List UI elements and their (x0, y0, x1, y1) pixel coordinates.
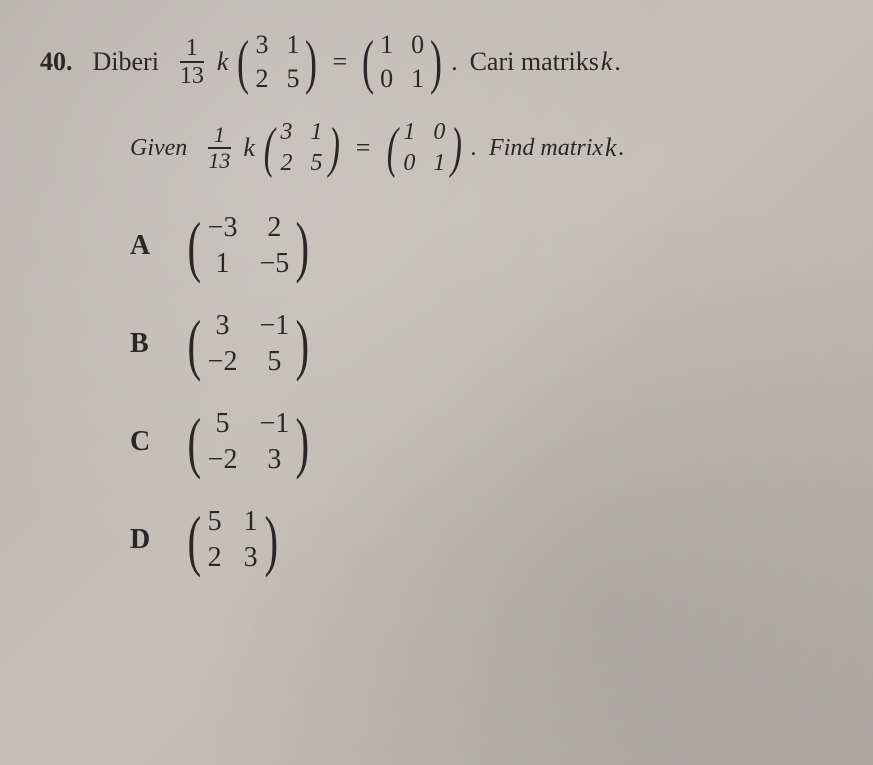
paren-right-icon: ) (296, 317, 310, 371)
cell: −5 (259, 248, 289, 280)
cell: 1 (311, 119, 323, 146)
fraction-2: 1 13 (202, 123, 236, 173)
period: . (451, 47, 458, 77)
cell: 2 (255, 64, 268, 94)
option-label-c: C (130, 426, 180, 458)
cell: 0 (433, 119, 445, 146)
cell: 3 (259, 444, 289, 476)
cell: −2 (208, 346, 238, 378)
cell: 3 (208, 310, 238, 342)
fraction-denominator: 13 (202, 149, 236, 173)
cell: 0 (403, 150, 415, 177)
fraction-denominator: 13 (174, 63, 210, 89)
cell: 1 (244, 506, 258, 538)
option-label-d: D (130, 524, 180, 556)
cell: 2 (281, 150, 293, 177)
matrix-body: 1 0 0 1 (401, 119, 447, 177)
matrix-a-line1: ( 3 1 2 5 ) (233, 30, 321, 94)
cell: 5 (286, 64, 299, 94)
matrix-body: −3 2 1 −5 (206, 212, 292, 280)
matrix-body: 5 1 2 3 (206, 506, 260, 574)
cell: 1 (208, 248, 238, 280)
cell: −1 (259, 408, 289, 440)
option-a: A ( −3 2 1 −5 ) (130, 212, 833, 280)
matrix-body: 3 1 2 5 (253, 30, 301, 94)
cell: 1 (403, 119, 415, 146)
option-b-matrix: ( 3 −1 −2 5 ) (183, 310, 314, 378)
paren-right-icon: ) (451, 126, 462, 171)
cell: 0 (411, 30, 424, 60)
cell: 1 (380, 30, 393, 60)
option-a-matrix: ( −3 2 1 −5 ) (183, 212, 314, 280)
cell: 5 (311, 150, 323, 177)
option-b: B ( 3 −1 −2 5 ) (130, 310, 833, 378)
period: . (614, 47, 621, 77)
question-line-english: Given 1 13 k ( 3 1 2 5 ) = ( 1 0 0 1 ) (130, 119, 833, 177)
cell: 3 (281, 119, 293, 146)
period: . (619, 135, 625, 162)
paren-left-icon: ( (386, 126, 397, 171)
paren-right-icon: ) (264, 513, 278, 567)
paren-left-icon: ( (237, 38, 249, 86)
option-c: C ( 5 −1 −2 3 ) (130, 408, 833, 476)
cell: 2 (208, 542, 222, 574)
paren-right-icon: ) (296, 415, 310, 469)
paren-left-icon: ( (188, 415, 202, 469)
matrix-b-line1: ( 1 0 0 1 ) (358, 30, 446, 94)
cell: 1 (286, 30, 299, 60)
paren-right-icon: ) (328, 126, 339, 171)
matrix-a-line2: ( 3 1 2 5 ) (260, 119, 343, 177)
option-d-matrix: ( 5 1 2 3 ) (183, 506, 282, 574)
paren-left-icon: ( (188, 317, 202, 371)
paren-right-icon: ) (305, 38, 317, 86)
variable-k: k (217, 47, 229, 77)
matrix-b-line2: ( 1 0 0 1 ) (383, 119, 466, 177)
paren-left-icon: ( (362, 38, 374, 86)
fraction-numerator: 1 (180, 35, 204, 63)
paren-left-icon: ( (188, 219, 202, 273)
cell: 3 (255, 30, 268, 60)
cell: 2 (259, 212, 289, 244)
equals-sign: = (332, 47, 347, 77)
cell: 3 (244, 542, 258, 574)
option-d: D ( 5 1 2 3 ) (130, 506, 833, 574)
question-line-malay: 40. Diberi 1 13 k ( 3 1 2 5 ) = ( 1 0 0 … (40, 30, 833, 94)
matrix-body: 3 1 2 5 (279, 119, 325, 177)
cell: 5 (259, 346, 289, 378)
paren-right-icon: ) (430, 38, 442, 86)
paren-left-icon: ( (264, 126, 275, 171)
fraction-numerator: 1 (208, 123, 231, 149)
cell: −2 (208, 444, 238, 476)
prefix-malay: Diberi (93, 47, 159, 77)
prefix-english: Given (130, 135, 187, 162)
variable-k-2: k (605, 133, 617, 163)
cell: −1 (259, 310, 289, 342)
options-list: A ( −3 2 1 −5 ) B ( 3 −1 −2 5 (130, 212, 833, 574)
cell: −3 (208, 212, 238, 244)
cell: 5 (208, 408, 238, 440)
paren-left-icon: ( (188, 513, 202, 567)
variable-k-2: k (601, 47, 613, 77)
suffix-malay: Cari matriks (470, 47, 599, 77)
paren-right-icon: ) (296, 219, 310, 273)
question-container: 40. Diberi 1 13 k ( 3 1 2 5 ) = ( 1 0 0 … (40, 30, 833, 574)
cell: 5 (208, 506, 222, 538)
matrix-body: 1 0 0 1 (378, 30, 426, 94)
matrix-body: 5 −1 −2 3 (206, 408, 292, 476)
fraction-1: 1 13 (174, 35, 210, 90)
suffix-english: Find matrix (489, 135, 603, 162)
cell: 1 (411, 64, 424, 94)
cell: 1 (433, 150, 445, 177)
period: . (471, 135, 477, 162)
option-c-matrix: ( 5 −1 −2 3 ) (183, 408, 314, 476)
option-label-a: A (130, 230, 180, 262)
equals-sign: = (354, 133, 372, 163)
cell: 0 (380, 64, 393, 94)
question-number: 40. (40, 47, 73, 77)
option-label-b: B (130, 328, 180, 360)
matrix-body: 3 −1 −2 5 (206, 310, 292, 378)
variable-k: k (243, 133, 255, 163)
